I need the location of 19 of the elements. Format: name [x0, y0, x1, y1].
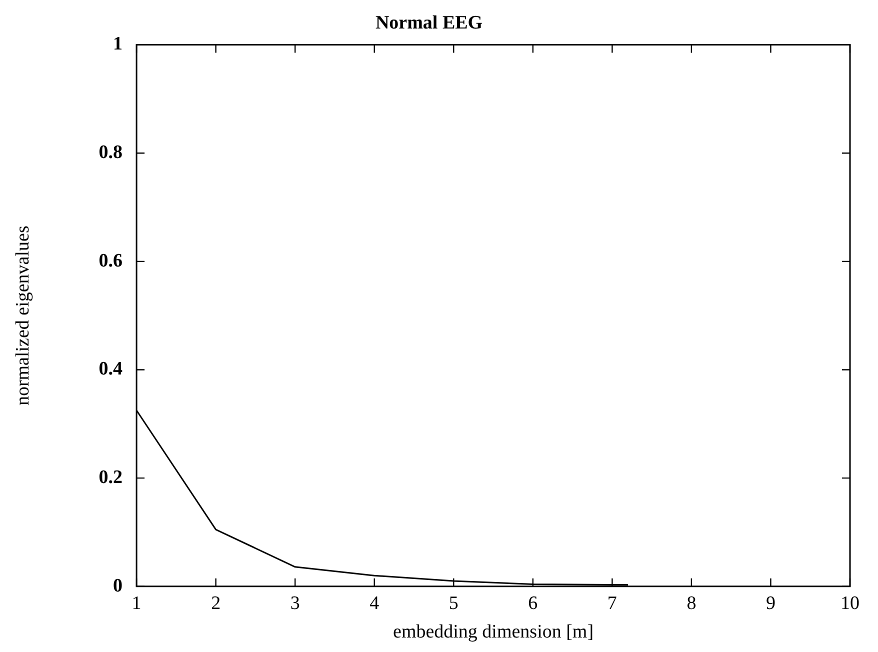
y-tick-label: 0.8 [98, 142, 123, 164]
x-tick-label: 3 [290, 592, 300, 614]
chart-title: Normal EEG [375, 12, 483, 34]
x-tick-label: 1 [132, 592, 142, 614]
x-tick-label: 8 [686, 592, 696, 614]
x-tick-label: 5 [448, 592, 458, 614]
y-tick-label: 0.2 [98, 466, 123, 488]
x-tick-label: 9 [766, 592, 776, 614]
x-tick-label: 7 [607, 592, 617, 614]
x-tick-label: 4 [370, 592, 380, 614]
x-axis-title: embedding dimension [m] [393, 622, 594, 643]
y-tick-label: 1 [113, 34, 123, 55]
y-tick-label: 0.6 [98, 250, 123, 272]
y-tick-label: 0.4 [98, 358, 124, 380]
x-tick-label: 10 [840, 592, 860, 614]
y-axis-title: normalized eigenvalues [12, 226, 34, 406]
x-tick-label: 6 [528, 592, 538, 614]
x-tick-label: 2 [211, 592, 221, 614]
y-tick-label: 0 [113, 575, 123, 596]
